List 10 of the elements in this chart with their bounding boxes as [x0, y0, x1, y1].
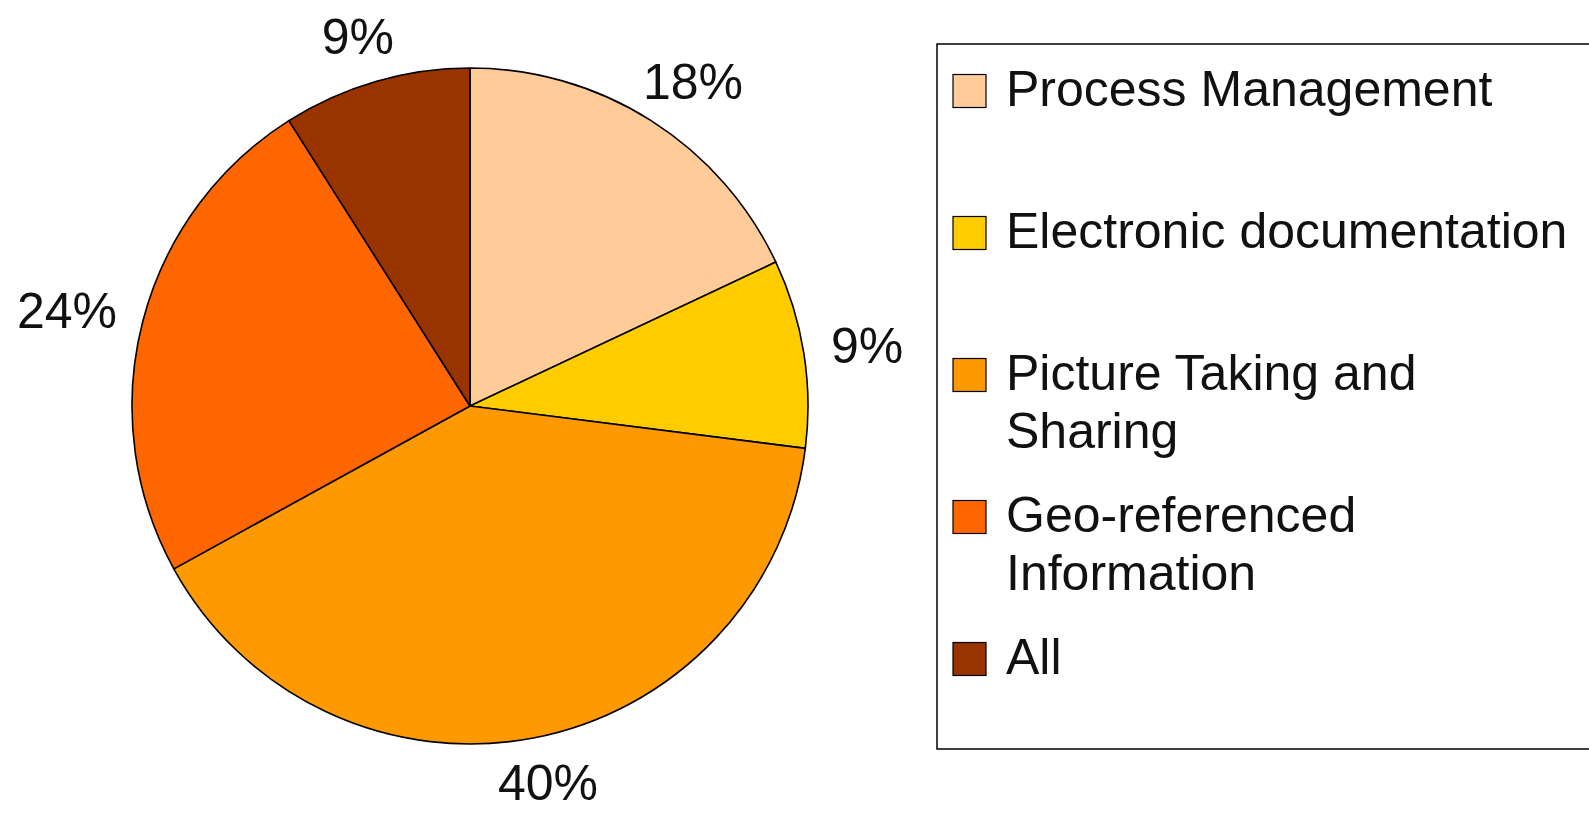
legend-label: Process Management: [1006, 61, 1493, 117]
data-label: 24%: [16, 282, 118, 339]
data-label: 9%: [831, 317, 904, 374]
data-label: 40%: [497, 755, 598, 812]
data-label: 18%: [642, 53, 743, 110]
legend-label: All: [1006, 629, 1062, 685]
legend-label: Picture Taking and Sharing: [1006, 345, 1417, 459]
data-label: 9%: [321, 9, 394, 66]
legend-label: Geo-referenced Information: [1006, 487, 1357, 601]
legend-label: Electronic documentation: [1006, 203, 1568, 259]
